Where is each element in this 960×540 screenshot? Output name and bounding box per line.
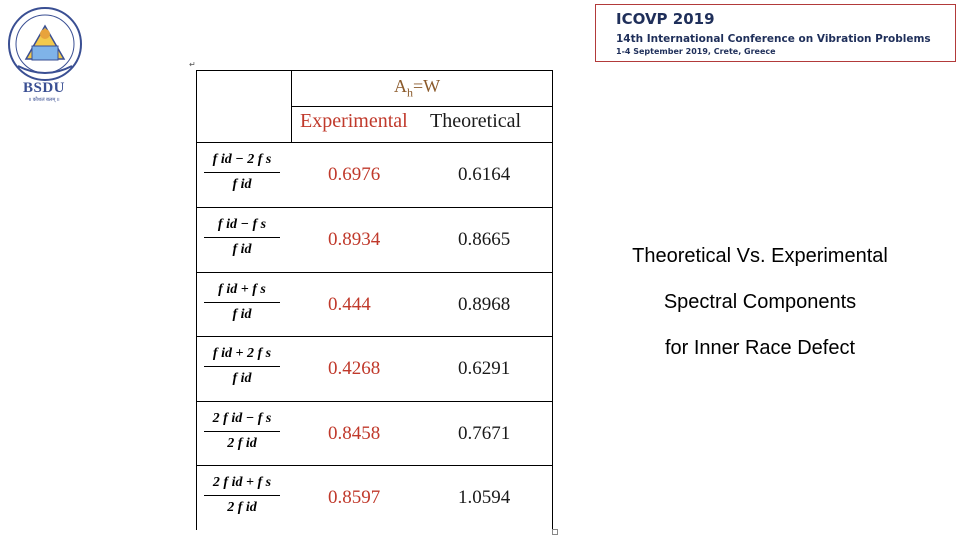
caption-line-1: Theoretical Vs. Experimental bbox=[632, 245, 888, 267]
column-header-experimental: Experimental bbox=[300, 110, 408, 132]
paragraph-mark: ↵ bbox=[189, 60, 196, 69]
experimental-value: 0.6976 bbox=[328, 164, 381, 185]
theoretical-value: 0.6164 bbox=[458, 164, 511, 185]
banner-date: 1-4 September 2019, Crete, Greece bbox=[616, 47, 776, 56]
resize-handle-icon bbox=[552, 529, 558, 535]
table-row-line bbox=[196, 401, 553, 402]
conference-banner: ICOVP 2019 14th International Conference… bbox=[595, 4, 956, 62]
experimental-value: 0.444 bbox=[328, 294, 371, 315]
table-row-line bbox=[196, 142, 553, 143]
banner-title: ICOVP 2019 bbox=[616, 10, 715, 28]
theoretical-value: 1.0594 bbox=[458, 487, 511, 508]
table-border-left bbox=[196, 70, 197, 530]
logo-tagline: ॥ कौशलं बलम् ॥ bbox=[28, 97, 60, 103]
experimental-value: 0.4268 bbox=[328, 358, 381, 379]
column-header-theoretical: Theoretical bbox=[430, 110, 522, 132]
theoretical-value: 0.8968 bbox=[458, 294, 511, 315]
theoretical-value: 0.8665 bbox=[458, 229, 511, 250]
experimental-value: 0.8458 bbox=[328, 423, 381, 444]
table-header-line bbox=[291, 106, 553, 107]
experimental-value: 0.8934 bbox=[328, 229, 381, 250]
theoretical-value: 0.6291 bbox=[458, 358, 511, 379]
table-border-top bbox=[196, 70, 553, 71]
theoretical-value: 0.7671 bbox=[458, 423, 511, 444]
banner-subtitle: 14th International Conference on Vibrati… bbox=[616, 33, 931, 45]
table-row-line bbox=[196, 207, 553, 208]
logo-emblem-icon bbox=[8, 7, 82, 81]
table-row-line bbox=[196, 272, 553, 273]
caption-line-3: for Inner Race Defect bbox=[664, 337, 856, 359]
slide-caption: Theoretical Vs. Experimental Spectral Co… bbox=[570, 238, 950, 376]
table-row-line bbox=[196, 465, 553, 466]
logo-name: BSDU bbox=[22, 80, 65, 96]
group-header: Ah=W bbox=[394, 76, 441, 100]
comparison-table: Ah=W Experimental Theoretical f id − 2 f… bbox=[196, 70, 554, 530]
university-logo bbox=[4, 4, 86, 104]
experimental-value: 0.8597 bbox=[328, 487, 381, 508]
table-row-line bbox=[196, 336, 553, 337]
table-border-right bbox=[552, 70, 553, 530]
caption-line-2: Spectral Components bbox=[663, 291, 857, 313]
